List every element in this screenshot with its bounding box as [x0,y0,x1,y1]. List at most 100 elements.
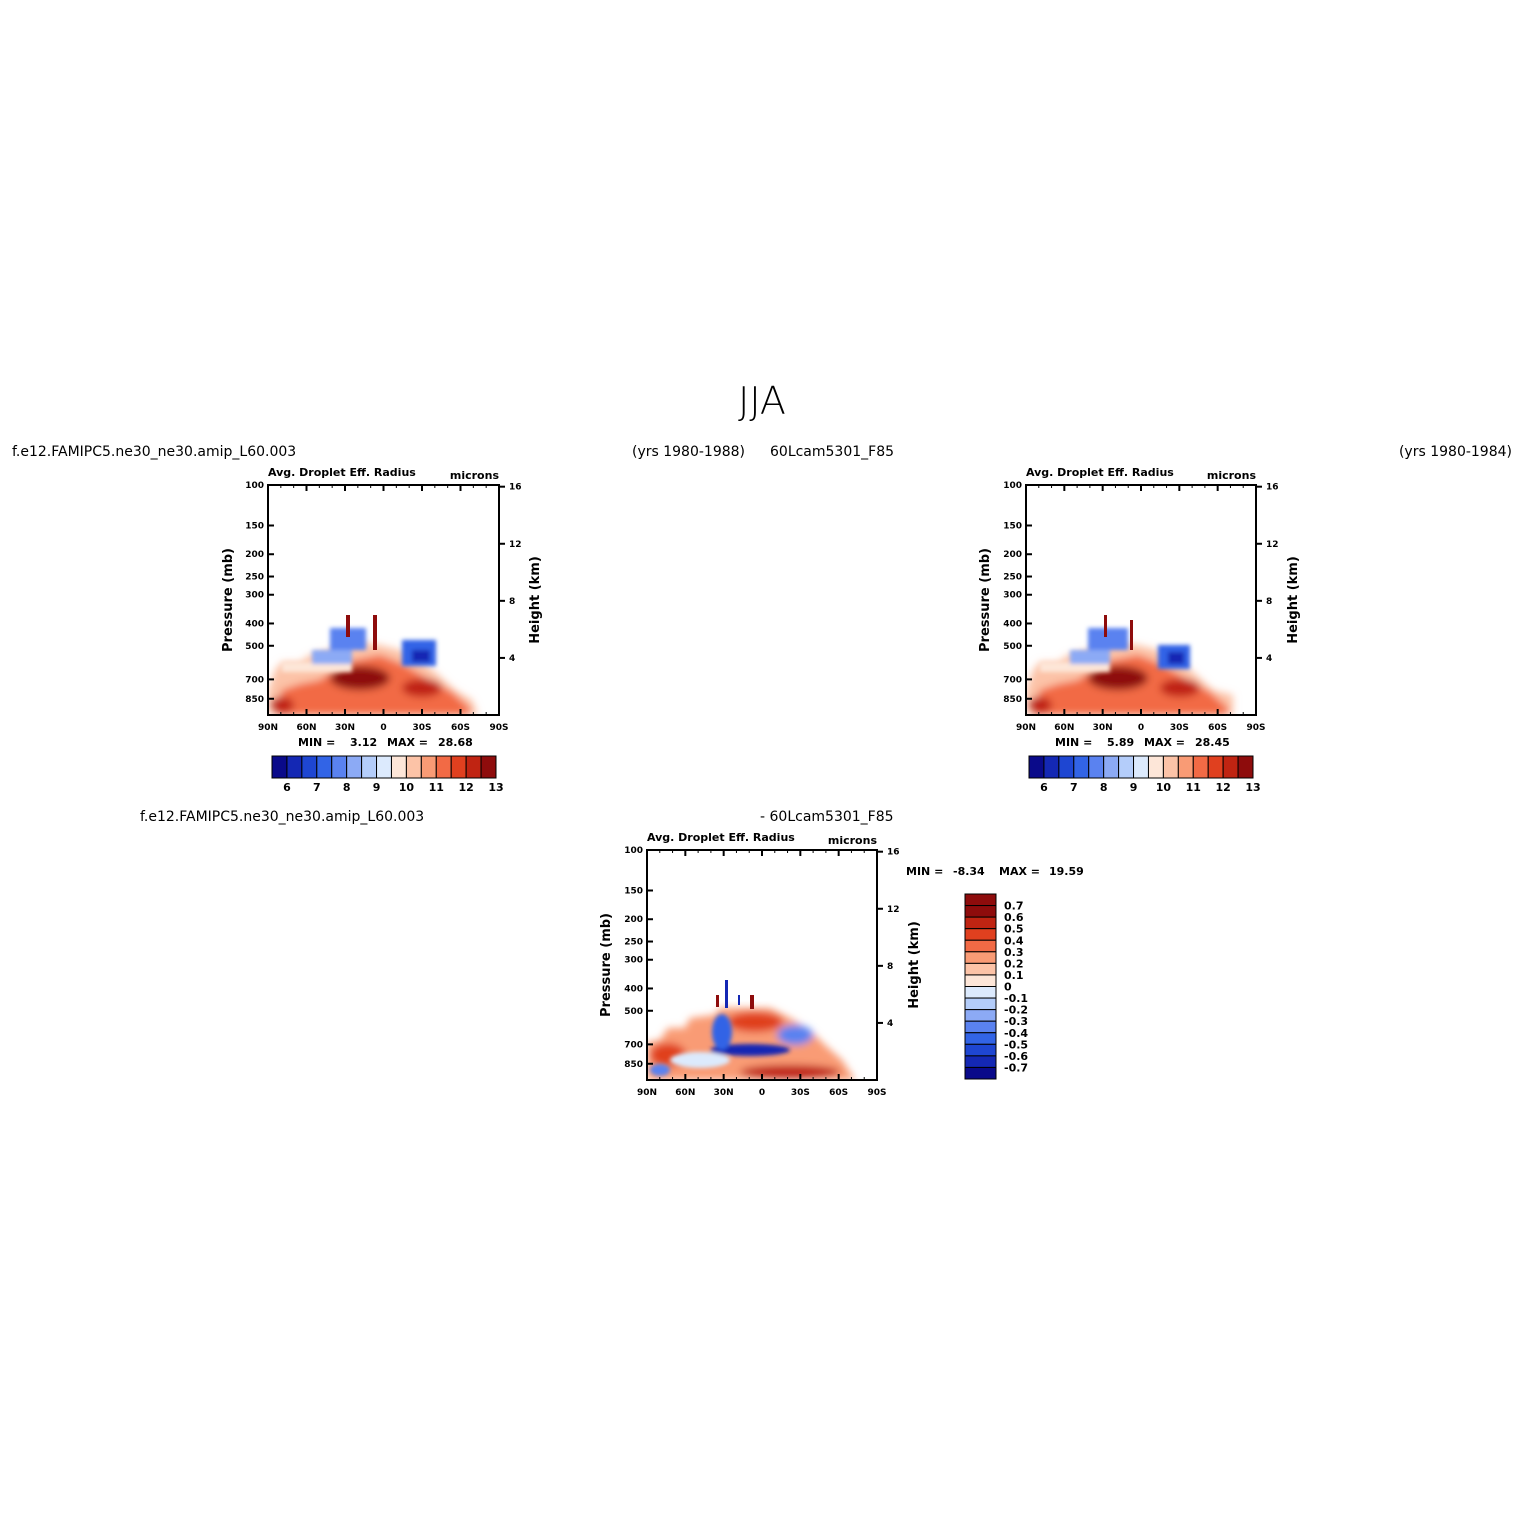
panel2-ytick-label: 300 [1003,591,1022,601]
panel1-colorbar-swatch [301,755,318,779]
diff-cool-sw [650,1064,670,1076]
diff-colorbar-label: -0.1 [1004,992,1028,1005]
panel1-ytick-label: 500 [245,642,264,652]
diff-cool-west [712,1014,732,1050]
diff-cool-south [777,1025,813,1045]
panel2-axes: 100 150 200 250 300 400 500 700 850 16 12 8 4 90N 60N 3… [1003,481,1278,733]
panel1-colorbar-swatch [331,755,348,779]
panel1-xtick-label: 90S [489,723,508,733]
panel1-ytick-label: 100 [245,481,264,491]
diff-colorbar-label: 0.7 [1004,900,1024,913]
diff-colorbar-label: 0 [1004,981,1012,994]
panel2-spike-a [1104,615,1107,637]
diff-y2tick-label: 12 [887,905,900,915]
diff-colorbar-swatch [964,962,997,976]
panel1-y2tick-label: 12 [509,540,522,550]
diff-max-label: MAX = [999,865,1040,878]
panel2-ylabel: Pressure (mb) [978,548,993,652]
panel1-blue-east-core [412,650,430,662]
panel2-colorbar-swatch [1162,755,1179,779]
panel1-colorbar-swatch [480,755,497,779]
panel2-colorbar-label: 8 [1100,781,1108,794]
diff-colorbar-swatch [964,1032,997,1045]
diff-colorbar-label: 0.1 [1004,969,1024,982]
panel2-colorbar-label: 6 [1040,781,1048,794]
diff-xtick-label: 30S [791,1088,810,1098]
panel2-spike-b [1130,620,1133,650]
diff-y2tick-label: 4 [887,1019,893,1029]
panel1-colorbar-label: 12 [458,781,473,794]
diff-colorbar-label: -0.4 [1004,1027,1028,1040]
panel2-colorbar-swatch [1118,755,1135,779]
diff-min-label: MIN = [906,865,943,878]
panel2-colorbar-swatch [1043,755,1060,779]
panel1-ytick-label: 400 [245,619,264,629]
panel2-y2label: Height (km) [1286,556,1301,644]
diff-ytick-label: 500 [624,1007,643,1017]
diff-colorbar-swatch [964,893,997,907]
panel2-ytick-label: 850 [1003,695,1022,705]
panel1-colorbar: 6 7 8 9 10 11 12 13 [271,755,504,794]
panel1-heatmap [267,484,500,716]
panel2-core-b [1160,679,1200,697]
diff-spike-d [738,995,740,1005]
panel1-ylabel: Pressure (mb) [221,548,236,652]
panel2-xtick-label: 30N [1093,723,1113,733]
panel1-xtick-label: 30N [335,723,355,733]
diff-ylabel: Pressure (mb) [599,913,614,1017]
diff-max-value: 19.59 [1049,865,1084,878]
panel1-colorbar-swatch [420,755,437,779]
panel1-colorbar-swatch [271,755,288,779]
diff-y2label: Height (km) [907,921,922,1009]
panel2-ytick-label: 700 [1003,675,1022,685]
panel1-ytick-label: 250 [245,573,264,583]
panel1-y2tick-label: 4 [509,654,515,664]
diff-colorbar-label: -0.2 [1004,1004,1028,1017]
panel1-ytick-label: 700 [245,675,264,685]
case2-name: 60Lcam5301_F85 [770,444,894,460]
panel2-title: Avg. Droplet Eff. Radius [1026,466,1174,479]
diff-colorbar-swatch [964,986,997,999]
panel2-colorbar-label: 13 [1245,781,1260,794]
panel2-xtick-label: 90S [1246,723,1265,733]
panel1-colorbar-label: 10 [399,781,415,794]
panel1-colorbar-swatch [405,755,422,779]
panel1-y2tick-label: 8 [509,597,515,607]
panel2-ytick-label: 100 [1003,481,1022,491]
panel1-y2tick-label: 16 [509,483,522,493]
diff-ytick-label: 250 [624,938,643,948]
diff-colorbar-swatch [964,1009,997,1022]
diff-colorbar: 0.70.60.50.40.30.20.10-0.1-0.2-0.3-0.4-0… [964,893,1028,1080]
panel2-colorbar-label: 11 [1186,781,1201,794]
panel1-colorbar-swatch [465,755,482,779]
panel1-colorbar-label: 9 [373,781,381,794]
panel2-colorbar-swatch [1073,755,1090,779]
diff-colorbar-swatch [964,997,997,1011]
panel1-colorbar-swatch [346,755,363,779]
case1-years: (yrs 1980-1988) [632,444,745,460]
diff-xtick-label: 0 [759,1088,765,1098]
diff-pale-band [670,1052,730,1068]
panel2-ytick-label: 150 [1003,522,1022,532]
panel1-core-c [270,697,294,713]
panel2-ytick-label: 500 [1003,642,1022,652]
diff-colorbar-label: 0.2 [1004,957,1024,970]
panel2-colorbar-swatch [1147,755,1164,779]
panel1-axes: 100 150 200 250 300 400 500 700 850 16 12 8 4 90N 60N 3… [245,481,521,733]
panel2-colorbar-label: 7 [1070,781,1078,794]
panel1-colorbar-swatch [316,755,333,779]
panel2-colorbar-swatch [1028,755,1045,779]
diff-warm-south [740,1065,840,1079]
panel2-xtick-label: 90N [1016,723,1036,733]
diff-colorbar-label: 0.3 [1004,946,1024,959]
panel2-y2tick-label: 4 [1266,654,1272,664]
diff-colorbar-label: -0.3 [1004,1015,1028,1028]
diff-heatmap [646,849,878,1081]
panel1-colorbar-label: 7 [313,781,321,794]
diff-colorbar-swatch [964,1020,997,1034]
panel2-ytick-label: 200 [1003,550,1022,560]
panel1-colorbar-swatch [390,755,407,779]
panel2-colorbar-swatch [1088,755,1105,779]
diff-xtick-label: 60N [675,1088,695,1098]
panel2-y2tick-label: 16 [1266,483,1279,493]
